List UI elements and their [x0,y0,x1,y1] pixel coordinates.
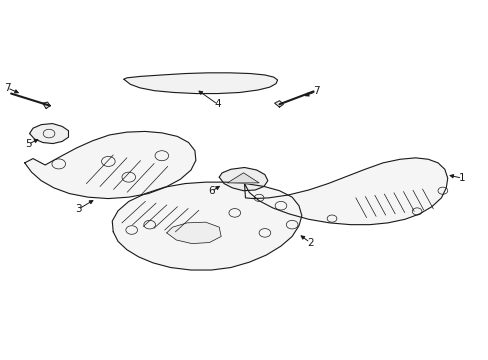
Polygon shape [219,167,267,191]
Polygon shape [30,123,68,144]
Text: 5: 5 [25,139,31,149]
Text: 6: 6 [208,186,214,197]
Polygon shape [244,158,447,225]
Polygon shape [123,73,277,94]
Polygon shape [166,222,221,244]
Text: 1: 1 [458,173,465,183]
Text: 2: 2 [306,238,313,248]
Text: 4: 4 [214,99,221,109]
Text: 3: 3 [75,204,81,214]
Polygon shape [25,131,196,199]
Text: 7: 7 [312,86,319,96]
Polygon shape [112,182,301,270]
Polygon shape [227,173,259,183]
Text: 7: 7 [4,83,11,93]
Polygon shape [274,101,283,107]
Polygon shape [42,102,50,109]
